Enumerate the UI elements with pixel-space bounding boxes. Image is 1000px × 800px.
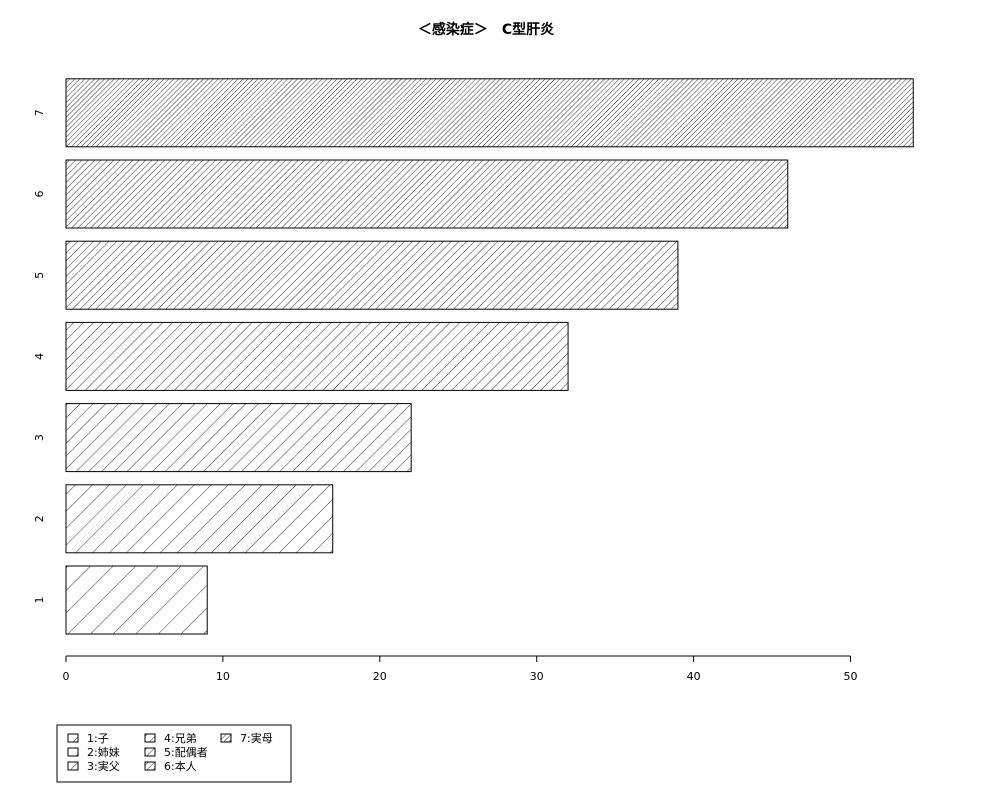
legend-label: 1:子 — [87, 732, 109, 745]
x-tick-label: 40 — [687, 670, 701, 683]
x-tick-label: 10 — [216, 670, 230, 683]
bar-4 — [65, 321, 569, 391]
chart-title: ＜感染症＞ C型肝炎 — [418, 21, 554, 38]
y-tick-label: 6 — [33, 191, 46, 198]
legend-swatch — [67, 747, 79, 757]
legend-swatch — [67, 761, 79, 771]
y-tick-label: 4 — [33, 353, 46, 360]
legend-label: 3:実父 — [87, 759, 120, 773]
bar-1 — [65, 565, 208, 635]
legend-label: 7:実母 — [240, 731, 273, 745]
x-axis: 0 10 20 30 40 50 — [63, 655, 858, 683]
x-tick-label: 50 — [844, 670, 858, 683]
legend-label: 2:姉妹 — [87, 745, 120, 759]
bar-3 — [65, 403, 412, 473]
y-tick-label: 3 — [33, 434, 46, 441]
y-tick-label: 5 — [33, 272, 46, 279]
y-tick-label: 2 — [33, 515, 46, 522]
x-tick-label: 0 — [63, 670, 70, 683]
bar-2 — [65, 484, 334, 554]
legend-label: 5:配偶者 — [164, 746, 208, 759]
legend-swatch — [144, 733, 156, 743]
y-tick-label: 1 — [33, 597, 46, 604]
x-tick-label: 30 — [530, 670, 544, 683]
legend-swatch — [144, 761, 156, 771]
x-tick-label: 20 — [373, 670, 387, 683]
legend-swatch — [67, 733, 79, 743]
bar-6 — [65, 159, 789, 229]
bar-5 — [65, 240, 679, 310]
bar-7 — [65, 78, 914, 148]
legend-swatch — [144, 747, 156, 757]
legend-label: 4:兄弟 — [164, 732, 197, 745]
legend-box — [56, 724, 292, 783]
bars-group — [65, 78, 914, 635]
y-tick-label: 7 — [33, 109, 46, 116]
y-axis: 1 2 3 4 5 6 7 — [33, 109, 46, 603]
legend-label: 6:本人 — [164, 759, 197, 773]
legend-swatch — [220, 733, 232, 743]
